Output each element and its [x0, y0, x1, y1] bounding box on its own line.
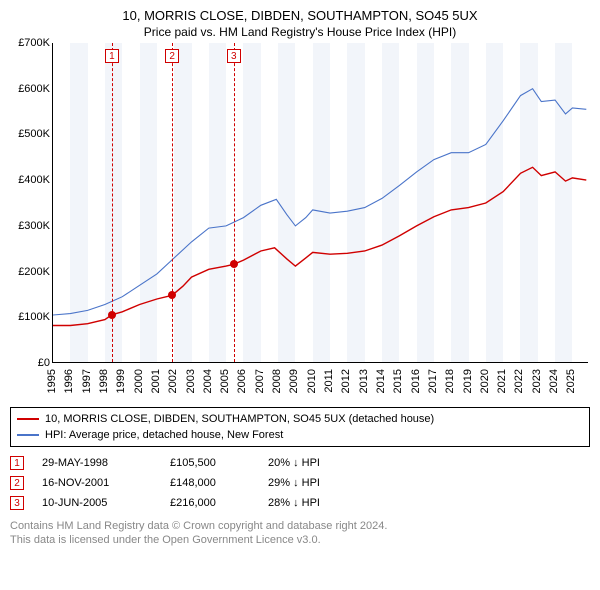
chart-subtitle: Price paid vs. HM Land Registry's House …: [10, 25, 590, 39]
marker-row: 1 29-MAY-1998 £105,500 20% ↓ HPI: [10, 453, 590, 473]
event-vline: [172, 43, 173, 362]
x-tick-label: 2019: [462, 369, 474, 393]
plot-area: 1 2 3: [52, 43, 588, 363]
gridband: [555, 43, 572, 362]
x-tick-label: 2023: [531, 369, 543, 393]
x-tick-label: 2012: [340, 369, 352, 393]
x-tick-label: 2015: [392, 369, 404, 393]
x-tick-label: 2021: [496, 369, 508, 393]
x-tick-label: 2006: [236, 369, 248, 393]
x-tick-label: 2013: [358, 369, 370, 393]
y-tick-label: £600K: [18, 83, 50, 95]
x-tick-label: 2022: [513, 369, 525, 393]
x-tick-label: 2009: [288, 369, 300, 393]
legend-row: HPI: Average price, detached house, New …: [17, 427, 583, 443]
gridband: [313, 43, 330, 362]
x-tick-label: 1995: [46, 369, 58, 393]
gridband: [486, 43, 503, 362]
x-tick-label: 2020: [479, 369, 491, 393]
y-tick-label: £100K: [18, 311, 50, 323]
x-tick-label: 2024: [548, 369, 560, 393]
marker-price: £216,000: [170, 493, 250, 513]
gridband: [417, 43, 434, 362]
x-tick-label: 1996: [63, 369, 75, 393]
chart-title: 10, MORRIS CLOSE, DIBDEN, SOUTHAMPTON, S…: [10, 8, 590, 23]
footer-line: This data is licensed under the Open Gov…: [10, 533, 590, 547]
marker-date: 16-NOV-2001: [42, 473, 152, 493]
x-tick-label: 2007: [254, 369, 266, 393]
x-tick-label: 2018: [444, 369, 456, 393]
x-tick-label: 2008: [271, 369, 283, 393]
marker-date: 10-JUN-2005: [42, 493, 152, 513]
y-tick-label: £700K: [18, 37, 50, 49]
y-tick-label: £400K: [18, 174, 50, 186]
gridband: [278, 43, 295, 362]
below-chart: 10, MORRIS CLOSE, DIBDEN, SOUTHAMPTON, S…: [10, 407, 590, 547]
event-dot: [230, 260, 238, 268]
footer-line: Contains HM Land Registry data © Crown c…: [10, 519, 590, 533]
legend: 10, MORRIS CLOSE, DIBDEN, SOUTHAMPTON, S…: [10, 407, 590, 447]
x-axis: 1995199619971998199920002001200220032004…: [52, 365, 588, 403]
marker-row: 3 10-JUN-2005 £216,000 28% ↓ HPI: [10, 493, 590, 513]
x-tick-label: 1999: [115, 369, 127, 393]
chart-area: £0£100K£200K£300K£400K£500K£600K£700K 12…: [10, 43, 590, 403]
gridband: [243, 43, 260, 362]
marker-date: 29-MAY-1998: [42, 453, 152, 473]
x-tick-label: 2017: [427, 369, 439, 393]
x-tick-label: 2001: [150, 369, 162, 393]
x-tick-label: 2000: [133, 369, 145, 393]
legend-label: HPI: Average price, detached house, New …: [45, 427, 283, 443]
gridband: [140, 43, 157, 362]
marker-diff: 20% ↓ HPI: [268, 453, 320, 473]
marker-row: 2 16-NOV-2001 £148,000 29% ↓ HPI: [10, 473, 590, 493]
marker-box: 2: [10, 476, 24, 490]
event-vline: [234, 43, 235, 362]
marker-box: 3: [10, 496, 24, 510]
marker-diff: 29% ↓ HPI: [268, 473, 320, 493]
x-tick-label: 2014: [375, 369, 387, 393]
x-tick-label: 2010: [306, 369, 318, 393]
legend-label: 10, MORRIS CLOSE, DIBDEN, SOUTHAMPTON, S…: [45, 411, 434, 427]
x-tick-label: 1998: [98, 369, 110, 393]
event-marker-box: 3: [227, 49, 241, 63]
gridband: [70, 43, 87, 362]
event-marker-box: 1: [105, 49, 119, 63]
x-tick-label: 2025: [565, 369, 577, 393]
y-tick-label: £200K: [18, 266, 50, 278]
y-tick-label: £300K: [18, 220, 50, 232]
marker-diff: 28% ↓ HPI: [268, 493, 320, 513]
marker-price: £105,500: [170, 453, 250, 473]
marker-table: 1 29-MAY-1998 £105,500 20% ↓ HPI 2 16-NO…: [10, 453, 590, 513]
x-tick-label: 1997: [81, 369, 93, 393]
gridband: [347, 43, 364, 362]
x-tick-label: 2005: [219, 369, 231, 393]
x-tick-label: 2002: [167, 369, 179, 393]
legend-row: 10, MORRIS CLOSE, DIBDEN, SOUTHAMPTON, S…: [17, 411, 583, 427]
gridband: [451, 43, 468, 362]
y-axis: £0£100K£200K£300K£400K£500K£600K£700K: [10, 43, 52, 363]
y-tick-label: £0: [38, 357, 50, 369]
event-marker-box: 2: [165, 49, 179, 63]
x-tick-label: 2016: [410, 369, 422, 393]
gridband: [174, 43, 191, 362]
title-block: 10, MORRIS CLOSE, DIBDEN, SOUTHAMPTON, S…: [10, 8, 590, 39]
footer: Contains HM Land Registry data © Crown c…: [10, 519, 590, 547]
chart-container: 10, MORRIS CLOSE, DIBDEN, SOUTHAMPTON, S…: [0, 0, 600, 553]
marker-box: 1: [10, 456, 24, 470]
marker-price: £148,000: [170, 473, 250, 493]
x-tick-label: 2004: [202, 369, 214, 393]
event-dot: [108, 311, 116, 319]
legend-swatch: [17, 434, 39, 436]
gridband: [520, 43, 537, 362]
y-tick-label: £500K: [18, 128, 50, 140]
gridband: [209, 43, 226, 362]
legend-swatch: [17, 418, 39, 420]
gridband: [382, 43, 399, 362]
x-tick-label: 2003: [185, 369, 197, 393]
event-dot: [168, 291, 176, 299]
x-tick-label: 2011: [323, 369, 335, 393]
